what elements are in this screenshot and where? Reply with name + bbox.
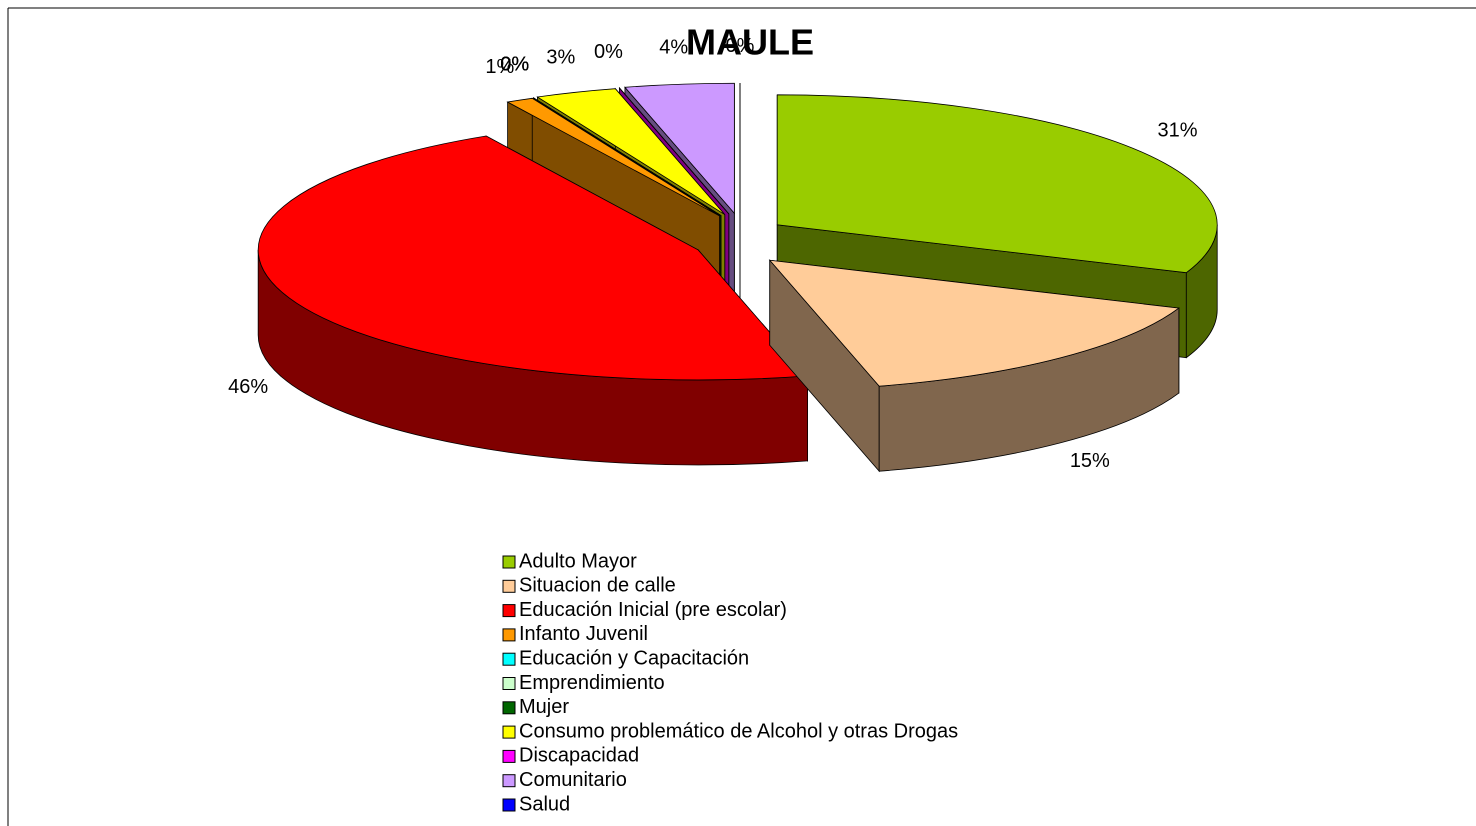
legend-swatch	[502, 701, 516, 715]
legend-label: Situacion de calle	[519, 575, 676, 597]
legend-swatch	[502, 555, 516, 569]
data-label: 46%	[228, 376, 268, 398]
legend-swatch	[502, 749, 516, 763]
data-label: 0%	[726, 35, 755, 57]
slice	[776, 94, 1218, 274]
data-label: 0%	[500, 53, 529, 75]
legend-label: Emprendimiento	[519, 672, 665, 694]
data-label: 1%	[485, 56, 514, 78]
legend-swatch	[502, 798, 516, 812]
legend-label: Salud	[519, 793, 570, 815]
slice	[768, 259, 1180, 387]
legend-label: Discapacidad	[519, 745, 639, 767]
legend-swatch	[502, 604, 516, 618]
data-label: 3%	[546, 46, 575, 68]
legend-label: Educación Inicial (pre escolar)	[519, 599, 787, 621]
legend-swatch	[502, 628, 516, 642]
legend-swatch	[502, 774, 516, 788]
slice	[257, 135, 809, 381]
legend-swatch	[502, 579, 516, 593]
slice	[624, 82, 735, 215]
data-label: 0%	[500, 53, 529, 75]
legend-swatch	[502, 652, 516, 666]
legend-label: Adulto Mayor	[519, 550, 637, 572]
legend-label: Mujer	[519, 696, 569, 718]
slice	[506, 97, 720, 217]
data-label: 0%	[594, 41, 623, 63]
legend-label: Educación y Capacitación	[519, 647, 749, 669]
data-label: 0%	[500, 53, 529, 75]
legend-label: Infanto Juvenil	[519, 623, 648, 645]
chart-title: MAULE	[686, 22, 814, 63]
legend-label: Consumo problemático de Alcohol y otras …	[519, 720, 958, 742]
legend-swatch	[502, 725, 516, 739]
data-label: 15%	[1070, 450, 1110, 472]
data-label: 31%	[1158, 120, 1198, 142]
legend-swatch	[502, 677, 516, 690]
data-label: 4%	[659, 36, 688, 58]
slice	[536, 88, 726, 215]
legend-label: Comunitario	[519, 769, 627, 791]
